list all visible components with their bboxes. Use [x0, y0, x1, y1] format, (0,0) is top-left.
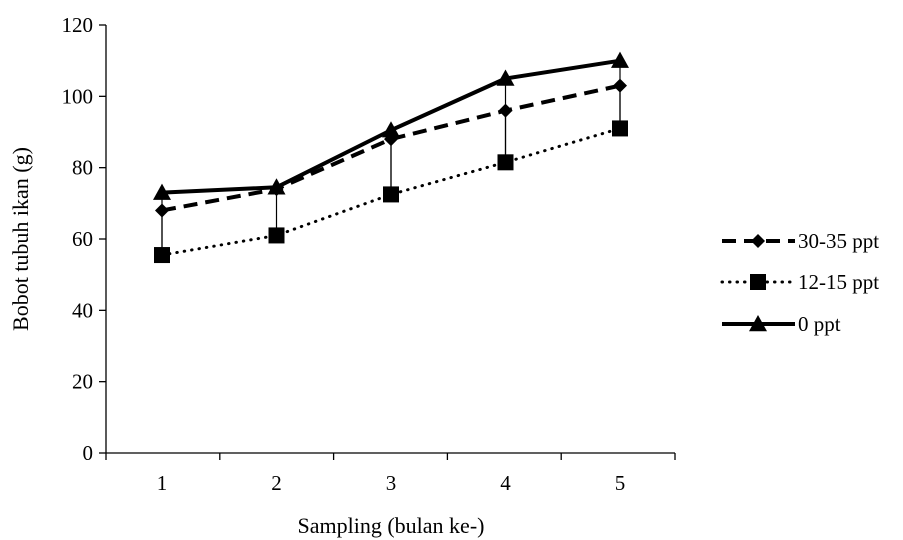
y-tick-label: 20: [72, 370, 93, 394]
legend: 30-35 ppt 12-15 ppt 0 ppt: [720, 229, 879, 336]
point-marker-triangle: [749, 315, 767, 332]
y-tick-label: 100: [62, 84, 94, 108]
error-bars: [158, 60, 624, 258]
series-group: [153, 51, 629, 264]
point-marker-square: [750, 274, 766, 290]
point-marker-triangle: [496, 69, 515, 86]
point-marker-square: [154, 247, 170, 264]
x-tick-label: 5: [615, 471, 626, 495]
point-marker-triangle: [153, 183, 171, 200]
y-tick-label: 60: [72, 227, 93, 251]
point-marker-diamond: [751, 234, 765, 248]
point-marker-triangle: [382, 121, 400, 138]
y-axis-title: Bobot tubuh ikan (g): [8, 147, 33, 331]
series-line: [160, 126, 622, 257]
y-ticks: 0 20 40 60 80 100 120: [62, 13, 106, 465]
point-marker-diamond: [155, 203, 169, 218]
y-tick-label: 40: [72, 298, 93, 322]
y-tick-label: 120: [62, 13, 94, 37]
point-marker-diamond: [613, 78, 627, 93]
point-marker-triangle: [267, 178, 286, 195]
x-tick-label: 1: [157, 471, 168, 495]
x-tick-label: 4: [500, 471, 511, 495]
legend-label: 0 ppt: [798, 312, 841, 336]
series-line: [161, 83, 621, 213]
x-ticks: 1 2 3 4 5: [105, 453, 676, 495]
chart-axes: [105, 25, 675, 454]
point-marker-square: [497, 154, 514, 171]
legend-label: 30-35 ppt: [798, 229, 879, 253]
point-marker-triangle: [611, 51, 629, 68]
y-tick-label: 0: [83, 441, 94, 465]
point-marker-diamond: [498, 103, 513, 118]
point-marker-square: [268, 227, 285, 244]
x-axis-title: Sampling (bulan ke-): [298, 513, 485, 538]
legend-label: 12-15 ppt: [798, 270, 879, 294]
x-tick-label: 2: [271, 471, 282, 495]
point-marker-square: [612, 120, 628, 137]
point-marker-square: [383, 186, 399, 203]
y-tick-label: 80: [72, 156, 93, 180]
x-tick-label: 3: [386, 471, 397, 495]
